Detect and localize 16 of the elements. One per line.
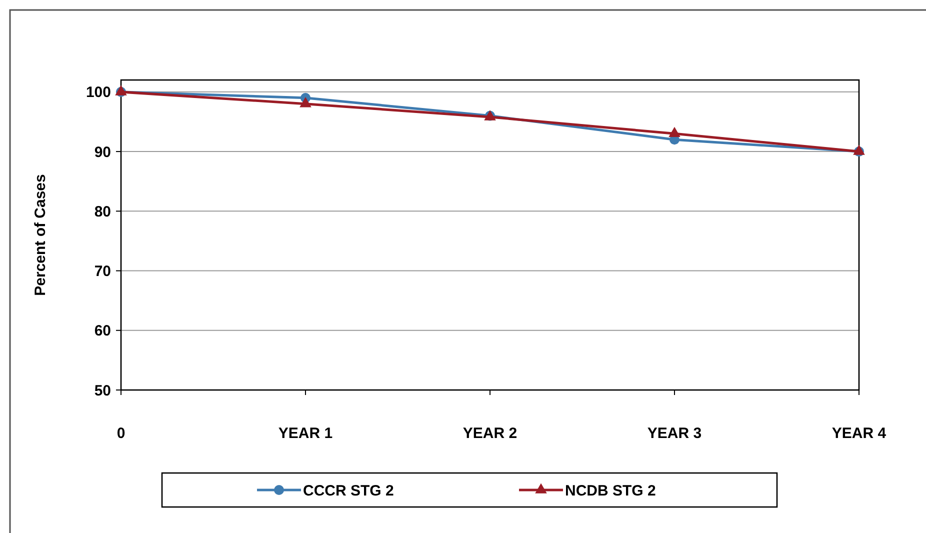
x-tick-label: YEAR 1 [278, 425, 333, 442]
x-tick-label: 0 [116, 425, 126, 442]
y-axis-title: Percent of Cases [32, 174, 49, 296]
legend-label: NCDB STG 2 [565, 482, 656, 500]
y-tick-label: 100 [86, 84, 111, 102]
point [300, 97, 312, 108]
y-tick-label: 70 [94, 263, 111, 280]
point [668, 126, 680, 138]
legend-label: CCCR STG 2 [303, 482, 394, 500]
y-tick-label: 80 [94, 203, 111, 220]
y-tick-label: 60 [94, 322, 111, 340]
x-tick-label: YEAR 3 [647, 425, 702, 442]
x-tick-label: YEAR 4 [832, 425, 887, 442]
y-tick-label: 90 [94, 144, 111, 161]
y-tick-label: 50 [94, 382, 111, 400]
x-tick-label: YEAR 2 [462, 425, 518, 442]
